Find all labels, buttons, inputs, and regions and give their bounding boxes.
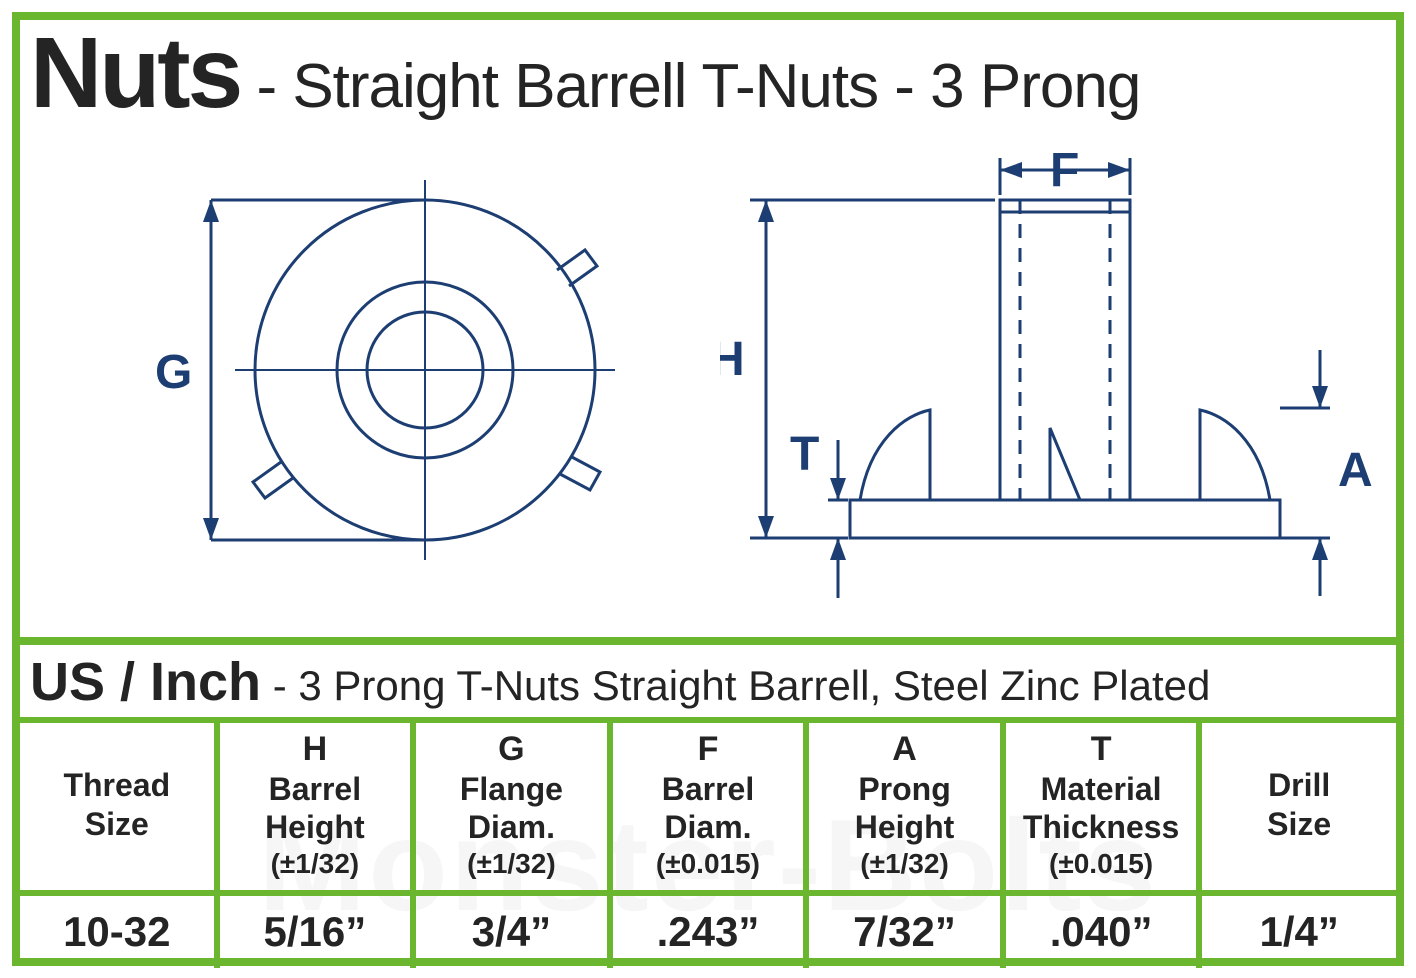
col-thread: Thread Size bbox=[20, 723, 217, 893]
col-a: A Prong Height (±1/32) bbox=[806, 723, 1003, 893]
table-title-main: US / Inch bbox=[30, 652, 261, 712]
col-drill: Drill Size bbox=[1199, 723, 1396, 893]
col-h: H Barrel Height (±1/32) bbox=[217, 723, 414, 893]
table-title: US / Inch - 3 Prong T-Nuts Straight Barr… bbox=[20, 645, 1396, 723]
spec-table: Thread Size H Barrel Height (±1/32) G Fl… bbox=[20, 723, 1396, 968]
cell-g: 3/4” bbox=[413, 893, 610, 968]
title-sub: Straight Barrell T-Nuts - 3 Prong bbox=[292, 52, 1140, 121]
cell-t: .040” bbox=[1003, 893, 1200, 968]
title-separator: - bbox=[240, 52, 292, 121]
table-row: 10-32 5/16” 3/4” .243” 7/32” .040” 1/4” bbox=[20, 893, 1396, 968]
label-t: T bbox=[790, 428, 819, 481]
cell-drill: 1/4” bbox=[1199, 893, 1396, 968]
table-title-sub: - 3 Prong T-Nuts Straight Barrell, Steel… bbox=[261, 662, 1210, 709]
cell-f: .243” bbox=[610, 893, 807, 968]
table-panel: US / Inch - 3 Prong T-Nuts Straight Barr… bbox=[20, 645, 1396, 968]
outer-frame: Nuts - Straight Barrell T-Nuts - 3 Prong bbox=[12, 12, 1404, 966]
side-view-diagram: F H bbox=[720, 140, 1400, 640]
table-header-row: Thread Size H Barrel Height (±1/32) G Fl… bbox=[20, 723, 1396, 893]
title-main: Nuts bbox=[30, 17, 240, 129]
diagram-panel: Nuts - Straight Barrell T-Nuts - 3 Prong bbox=[20, 20, 1396, 645]
cell-a: 7/32” bbox=[806, 893, 1003, 968]
col-t: T Material Thickness (±0.015) bbox=[1003, 723, 1200, 893]
top-view-diagram: G bbox=[115, 140, 655, 620]
label-a: A bbox=[1338, 444, 1373, 497]
col-g: G Flange Diam. (±1/32) bbox=[413, 723, 610, 893]
cell-thread: 10-32 bbox=[20, 893, 217, 968]
diagram-area: G bbox=[20, 140, 1396, 645]
cell-h: 5/16” bbox=[217, 893, 414, 968]
label-h: H bbox=[720, 333, 745, 386]
label-f: F bbox=[1050, 144, 1079, 197]
col-f: F Barrel Diam. (±0.015) bbox=[610, 723, 807, 893]
label-g: G bbox=[155, 346, 192, 399]
page-title: Nuts - Straight Barrell T-Nuts - 3 Prong bbox=[30, 16, 1140, 131]
